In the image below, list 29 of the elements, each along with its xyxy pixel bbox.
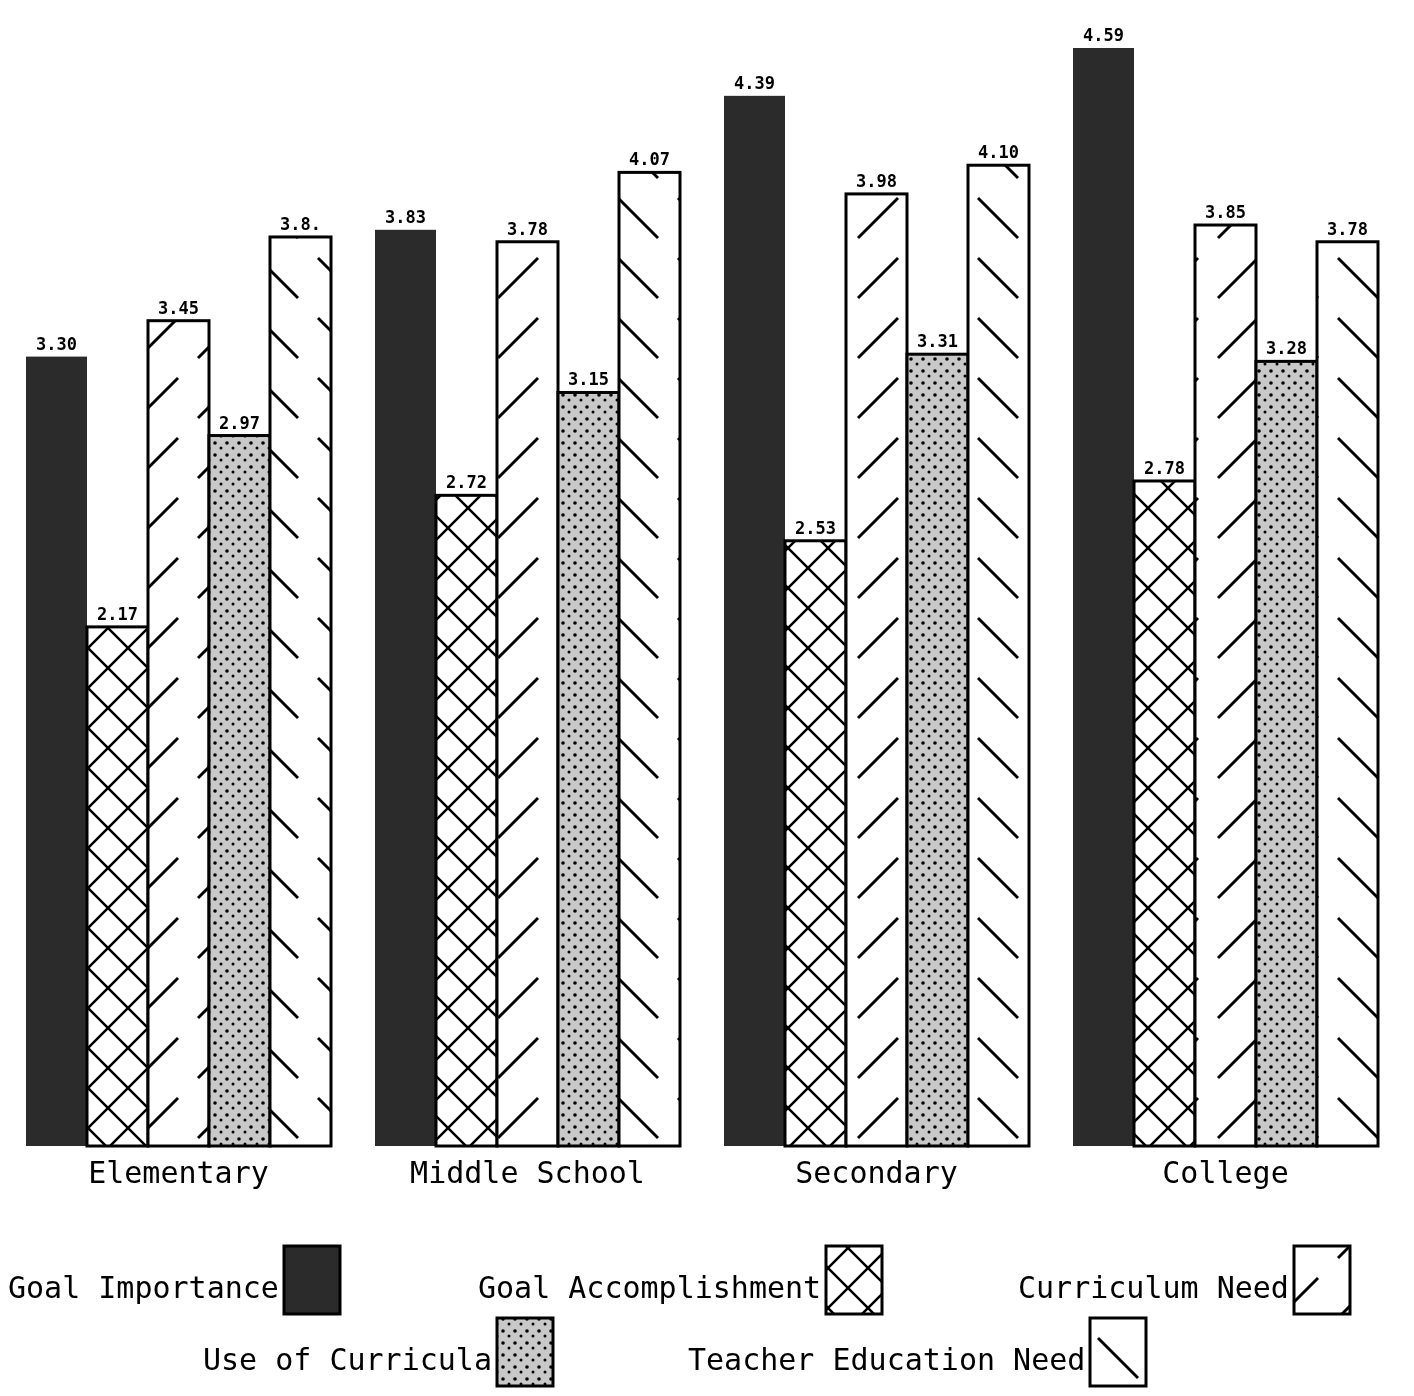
- data-label: 2.17: [97, 603, 138, 624]
- data-label: 4.59: [1083, 25, 1124, 45]
- data-label: 3.15: [568, 369, 609, 390]
- legend-label: Goal Importance: [8, 1270, 279, 1305]
- x-tick-label: Secondary: [795, 1155, 958, 1190]
- legend-label: Curriculum Need: [1018, 1270, 1289, 1305]
- data-label: 4.39: [734, 72, 775, 93]
- data-label: 3.78: [507, 218, 548, 239]
- data-label: 4.10: [978, 142, 1019, 163]
- data-label: 3.30: [36, 333, 77, 354]
- legend-label: Use of Curricula: [203, 1342, 492, 1377]
- data-label: 2.53: [795, 517, 836, 538]
- data-label: 3.8.: [280, 213, 321, 234]
- legend-label: Goal Accomplishment: [478, 1270, 822, 1305]
- data-label: 3.28: [1266, 338, 1307, 359]
- data-label: 2.72: [446, 472, 487, 493]
- data-label: 4.07: [629, 149, 670, 170]
- data-label: 3.45: [158, 297, 199, 318]
- data-label: 3.85: [1205, 202, 1246, 223]
- x-tick-label: Middle School: [410, 1155, 645, 1190]
- data-label: 3.78: [1327, 218, 1368, 239]
- data-label: 2.78: [1144, 457, 1185, 478]
- data-label: 3.98: [856, 170, 897, 191]
- x-tick-label: Elementary: [88, 1155, 269, 1190]
- legend-label: Teacher Education Need: [688, 1342, 1086, 1377]
- data-label: 2.97: [219, 412, 260, 433]
- data-label: 3.83: [385, 206, 426, 227]
- data-label: 3.31: [917, 331, 958, 352]
- x-tick-label: College: [1162, 1155, 1289, 1190]
